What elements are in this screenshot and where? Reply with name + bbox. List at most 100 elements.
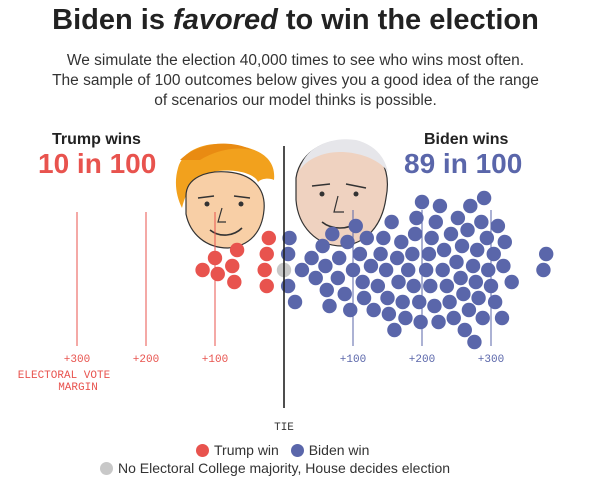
tick-layer: +300 +200 +100 +100 +200 +300 [64,210,504,366]
biden-outcome-dot [479,230,495,246]
trump-face-icon [175,143,275,249]
title-emphasis: favored [173,4,278,36]
biden-outcome-dot [391,274,406,290]
biden-outcome-dot [443,226,459,242]
biden-outcome-dot [340,234,355,250]
biden-outcome-dot [387,322,402,338]
trump-outcome-dot [259,246,274,262]
biden-outcome-dot [467,334,482,350]
biden-outcome-dot [449,254,464,270]
trump-outcome-dot [210,266,225,282]
biden-outcome-dot [475,310,490,326]
biden-outcome-dot [356,290,372,306]
biden-outcome-dot [470,242,485,258]
biden-outcome-dot [418,262,434,278]
biden-outcome-dot [405,246,420,262]
biden-outcome-dot [294,262,310,278]
biden-wins-count: 89 in 100 [404,148,523,179]
biden-outcome-dot [378,262,394,278]
biden-outcome-dot [318,258,333,274]
biden-outcome-dot [427,298,442,314]
title-prefix: Biden is [52,4,174,36]
biden-outcome-dot [319,282,334,298]
biden-outcome-dot [471,290,486,306]
legend-trump-label: Trump win [214,442,279,458]
biden-outcome-dot [280,246,296,262]
biden-outcome-dot [457,322,472,338]
biden-outcome-dot [423,278,438,294]
biden-outcome-dot [384,214,399,230]
biden-outcome-dot [453,270,468,286]
biden-outcome-dot [483,278,499,294]
biden-outcome-dot [389,250,405,266]
tie-label: TIE [274,422,294,434]
biden-outcome-dot [366,302,381,318]
biden-outcome-dot [363,258,379,274]
biden-outcome-dot [370,278,386,294]
biden-outcome-dot [504,274,519,290]
legend-row-1: Trump win Biden win [196,442,369,458]
legend-row-2: No Electoral College majority, House dec… [100,460,450,476]
legend-biden-label: Biden win [308,442,370,458]
trump-wins-count: 10 in 100 [38,148,157,179]
biden-outcome-dot [539,246,554,262]
subtitle-line-1: We simulate the election 40,000 times to… [66,52,525,69]
biden-outcome-dot [406,278,421,294]
biden-outcome-dot [304,250,319,266]
tick-label-trump-300: +300 [64,354,90,366]
biden-outcome-dot [424,230,439,246]
title-suffix: to win the election [277,4,539,36]
biden-outcome-dot [355,274,370,290]
biden-outcome-dot [282,230,297,246]
biden-outcome-dot [487,294,503,310]
biden-outcome-dot [421,246,437,262]
biden-outcome-dot [287,294,303,310]
legend-biden-swatch [290,444,304,457]
biden-outcome-dot [337,286,352,302]
biden-outcome-dot [486,246,501,262]
biden-outcome-dot [414,194,430,210]
biden-outcome-dot [359,230,374,246]
biden-outcome-dot [413,314,428,330]
biden-outcome-dot [407,226,423,242]
biden-outcome-dot [345,262,361,278]
biden-outcome-dot [431,314,446,330]
biden-outcome-dot [450,210,466,226]
biden-outcome-dot [456,286,471,302]
biden-outcome-dot [474,214,489,230]
biden-outcome-dot [308,270,323,286]
page-title: Biden is favored to win the election [0,4,591,37]
trump-outcome-dot [207,250,223,266]
trump-outcome-dot [225,258,240,274]
biden-outcome-dot [497,234,512,250]
biden-outcome-dot [490,218,506,234]
biden-outcome-dot [476,190,492,206]
biden-outcome-dot [536,262,551,278]
biden-outcome-dot [432,198,448,214]
tick-label-biden-300: +300 [478,354,504,366]
biden-outcome-dot [454,238,470,254]
biden-outcome-dot [394,234,409,250]
biden-outcome-dot [330,270,346,286]
biden-outcome-dot [494,310,510,326]
biden-outcome-dot [412,294,427,310]
biden-outcome-dot [435,262,450,278]
biden-outcome-dot [373,246,388,262]
biden-outcome-dot [461,302,477,318]
biden-outcome-dot [468,274,484,290]
subtitle: We simulate the election 40,000 times to… [10,51,581,111]
biden-outcome-dot [446,310,461,326]
biden-outcome-dot [401,262,416,278]
dot-layer [195,190,554,350]
trump-outcome-dot [229,242,245,258]
biden-outcome-dot [439,278,455,294]
biden-outcome-dot [395,294,410,310]
trump-outcome-dot [195,262,210,278]
subtitle-line-3: of scenarios our model thinks is possibl… [154,92,437,109]
trump-outcome-dot [227,274,242,290]
subtitle-line-2: The sample of 100 outcomes below gives y… [52,72,539,89]
trump-wins-label: Trump wins [52,131,141,148]
biden-outcome-dot [348,218,363,234]
biden-outcome-dot [409,210,424,226]
